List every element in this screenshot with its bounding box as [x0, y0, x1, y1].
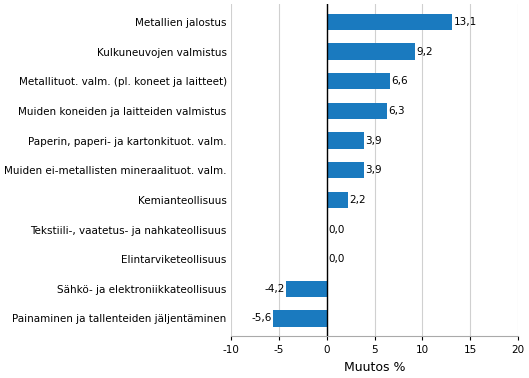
Text: 3,9: 3,9: [366, 165, 382, 175]
Text: 13,1: 13,1: [453, 17, 477, 27]
Bar: [326, 192, 348, 208]
Bar: [326, 103, 387, 119]
Bar: [273, 310, 326, 327]
Bar: [326, 162, 364, 178]
Text: 6,6: 6,6: [391, 76, 408, 86]
Bar: [326, 73, 390, 90]
Bar: [326, 132, 364, 149]
Text: -4,2: -4,2: [264, 284, 285, 294]
Bar: [326, 43, 415, 60]
Text: -5,6: -5,6: [251, 313, 271, 324]
Text: 0,0: 0,0: [328, 254, 344, 264]
Bar: [326, 14, 452, 30]
X-axis label: Muutos %: Muutos %: [344, 361, 405, 374]
Text: 0,0: 0,0: [328, 225, 344, 234]
Text: 2,2: 2,2: [349, 195, 366, 205]
Text: 9,2: 9,2: [416, 46, 433, 57]
Text: 6,3: 6,3: [388, 106, 405, 116]
Text: 3,9: 3,9: [366, 136, 382, 146]
Bar: [286, 280, 326, 297]
